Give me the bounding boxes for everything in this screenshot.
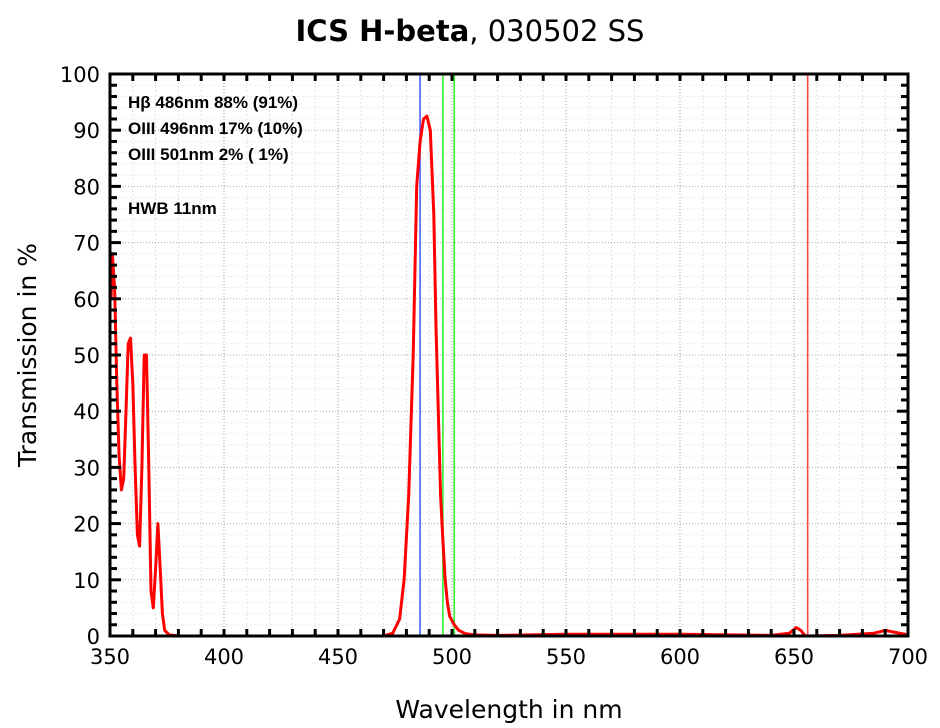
x-tick-label: 500	[432, 645, 472, 669]
y-tick-label: 40	[73, 400, 100, 424]
annotation-line: OIII 501nm 2% ( 1%)	[128, 145, 289, 164]
x-tick-label: 450	[318, 645, 358, 669]
chart-title-rest: , 030502 SS	[469, 14, 645, 48]
x-tick-label: 350	[90, 645, 130, 669]
annotation-line: Hβ 486nm 88% (91%)	[128, 93, 298, 112]
y-tick-label: 60	[73, 288, 100, 312]
chart-title-bold: ICS H-beta	[295, 14, 470, 48]
x-tick-label: 700	[888, 645, 928, 669]
x-tick-label: 650	[774, 645, 814, 669]
y-tick-label: 30	[73, 456, 100, 480]
chart-title: ICS H-beta, 030502 SS	[0, 14, 940, 48]
annotation-line: HWB 11nm	[128, 199, 217, 218]
x-axis-label: Wavelength in nm	[395, 695, 622, 724]
y-tick-label: 50	[73, 344, 100, 368]
y-tick-label: 90	[73, 119, 100, 143]
y-axis-label: Transmission in %	[13, 243, 42, 468]
axes: 350 400 450 500 550 600 650 700 0 10 20 30 40 50 60 70 8…	[60, 63, 928, 669]
series-line-transmission	[109, 114, 909, 638]
series	[109, 114, 909, 638]
x-tick-label: 400	[204, 645, 244, 669]
x-tick-label: 550	[546, 645, 586, 669]
y-tick-label: 100	[60, 63, 100, 87]
grid	[110, 74, 908, 636]
y-tick-label: 10	[73, 569, 100, 593]
annotations: Hβ 486nm 88% (91%) OIII 496nm 17% (10%) OI…	[128, 93, 303, 218]
y-tick-label: 70	[73, 232, 100, 256]
y-tick-label: 80	[73, 175, 100, 199]
y-tick-label: 0	[87, 625, 100, 649]
y-tick-label: 20	[73, 513, 100, 537]
x-tick-label: 600	[660, 645, 700, 669]
annotation-line: OIII 496nm 17% (10%)	[128, 119, 303, 138]
